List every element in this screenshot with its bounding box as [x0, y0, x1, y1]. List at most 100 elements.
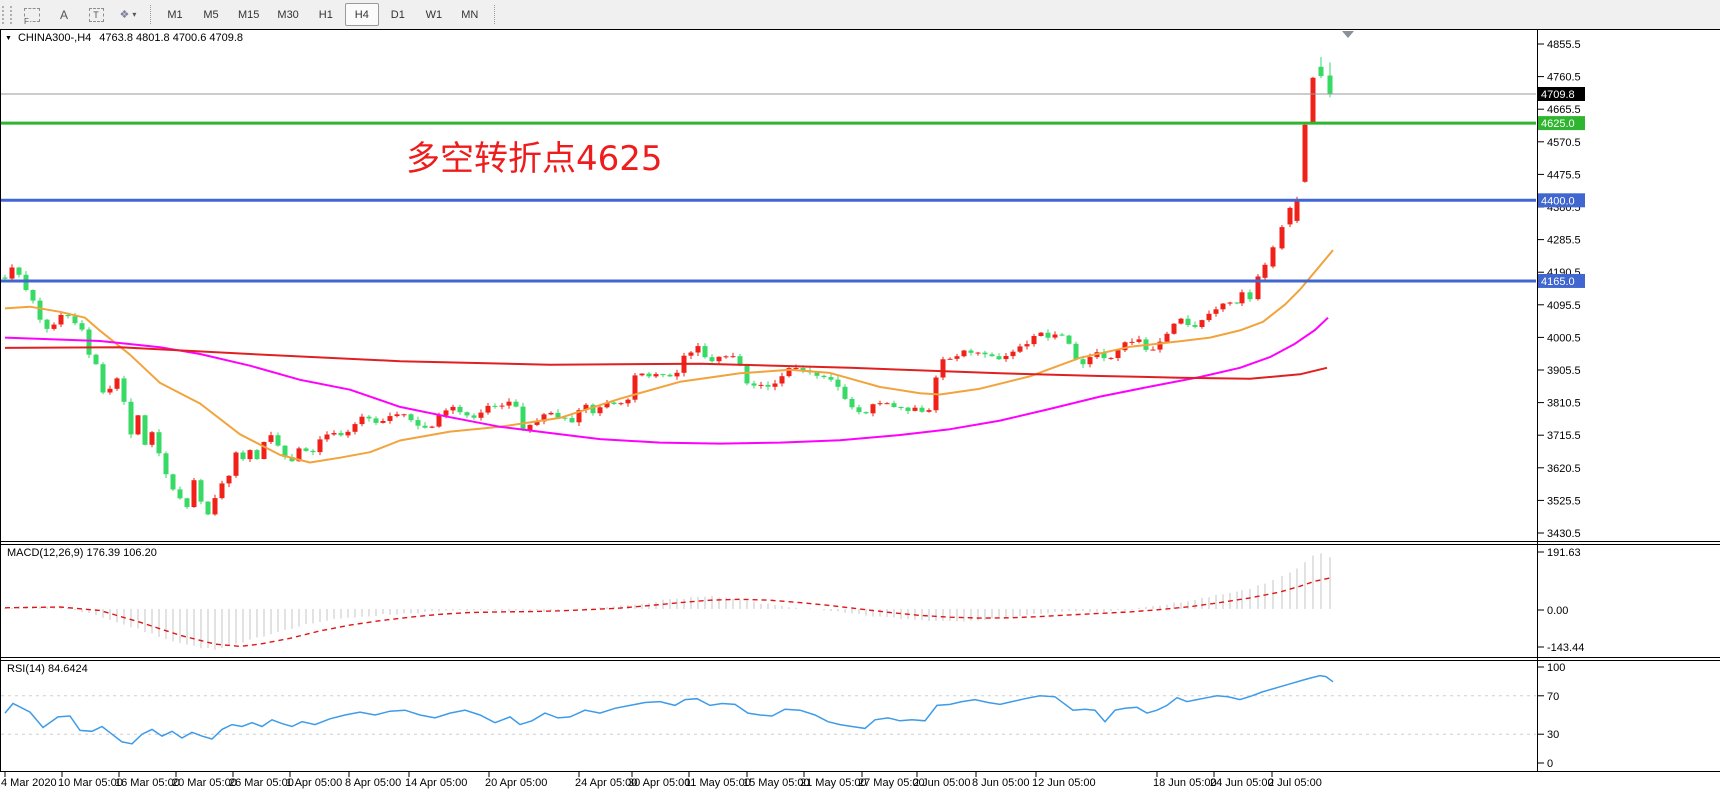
- candle-down: [310, 450, 316, 453]
- candle-up: [401, 414, 407, 416]
- price-tick-label: 3525.5: [1547, 495, 1581, 507]
- text-box-icon: T: [88, 7, 104, 22]
- time-tick-label: 26 Mar 05:00: [229, 777, 294, 789]
- candle-up: [296, 448, 302, 462]
- candle-down: [415, 420, 421, 426]
- candle-down: [800, 368, 806, 371]
- time-tick-label: 20 Apr 05:00: [485, 777, 547, 789]
- candle-up: [324, 434, 330, 440]
- price-badge-label: 4625.0: [1541, 118, 1575, 130]
- rsi-line: [4, 674, 1334, 745]
- candle-up: [478, 412, 484, 418]
- candle-up: [261, 442, 267, 459]
- candle-up: [436, 415, 442, 427]
- candle-down: [1073, 343, 1079, 360]
- timeframe-button-w1[interactable]: W1: [425, 8, 443, 21]
- time-tick-label: 27 May 05:00: [858, 777, 925, 789]
- top-toolbar: F A T ❖ ▾ M1 M5 M15 M30 H1 H4 D1 W1 MN: [0, 0, 1720, 29]
- candle-down: [128, 401, 134, 435]
- time-tick-label: 24 Apr 05:00: [575, 777, 637, 789]
- timeframe-button-m15[interactable]: M15: [238, 8, 260, 21]
- candle-down: [982, 352, 988, 355]
- candle-up: [359, 416, 365, 425]
- candle-up: [58, 315, 64, 325]
- candle-up: [1270, 247, 1276, 267]
- ma-fast-line: [4, 249, 1334, 464]
- candle-up: [380, 421, 386, 423]
- candle-down: [72, 316, 78, 324]
- candle-down: [1059, 334, 1065, 336]
- candle-down: [898, 407, 904, 408]
- candle-up: [317, 439, 323, 453]
- candle-up: [786, 368, 792, 377]
- time-tick-label: 4 Mar 2020: [1, 777, 57, 789]
- candle-down: [275, 435, 281, 446]
- timeframe-button-m1[interactable]: M1: [167, 8, 183, 21]
- time-tick-label: 12 Jun 05:00: [1032, 777, 1096, 789]
- letter-a-icon: A: [59, 7, 68, 22]
- price-badge-label: 4165.0: [1541, 276, 1575, 288]
- candle-up: [1087, 357, 1093, 365]
- candle-up: [758, 384, 764, 386]
- candle-up: [541, 414, 547, 422]
- candle-up: [695, 346, 701, 353]
- candle-up: [1199, 320, 1205, 327]
- price-badge-label: 4709.8: [1541, 89, 1575, 101]
- candle-down: [289, 457, 295, 462]
- time-tick-label: 20 Mar 05:00: [172, 777, 237, 789]
- toolbar-drag-handle[interactable]: [2, 5, 12, 24]
- foreground-chart-button[interactable]: F: [17, 3, 47, 26]
- candle-down: [1185, 318, 1191, 325]
- timeframe-button-h1[interactable]: H1: [318, 8, 333, 21]
- candle-up: [1052, 334, 1058, 338]
- candle-up: [51, 324, 57, 329]
- candle-down: [702, 346, 708, 358]
- candle-up: [233, 452, 239, 476]
- candle-up: [1213, 309, 1219, 314]
- candle-down: [513, 401, 519, 407]
- candle-up: [947, 358, 953, 360]
- candle-up: [1003, 356, 1009, 360]
- candle-down: [366, 416, 372, 419]
- time-tick-label: 18 Jun 05:00: [1153, 777, 1217, 789]
- timeframe-button-mn[interactable]: MN: [461, 8, 479, 21]
- timeframe-button-h4[interactable]: H4: [344, 3, 379, 26]
- time-tick-label: 14 Apr 05:00: [405, 777, 467, 789]
- candle-down: [37, 300, 43, 320]
- text-label-button[interactable]: A: [49, 3, 79, 26]
- candle-up: [1239, 292, 1245, 304]
- candle-up: [219, 483, 225, 499]
- candle-down: [765, 384, 771, 387]
- candle-up: [1255, 276, 1261, 300]
- candle-up: [597, 407, 603, 414]
- candle-down: [184, 498, 190, 507]
- text-box-button[interactable]: T: [81, 3, 111, 26]
- candle-down: [170, 474, 176, 490]
- candle-down: [44, 319, 50, 329]
- candle-up: [674, 372, 680, 377]
- price-tick-label: 3715.5: [1547, 430, 1581, 442]
- candle-up: [975, 352, 981, 354]
- chart-shift-marker-icon[interactable]: [1342, 31, 1354, 38]
- candle-up: [1310, 77, 1316, 123]
- candle-up: [961, 350, 967, 357]
- candle-down: [1045, 332, 1051, 338]
- candle-down: [156, 432, 162, 454]
- candle-down: [1327, 75, 1333, 94]
- candle-up: [1178, 318, 1184, 324]
- candle-down: [408, 414, 414, 421]
- candle-down: [86, 329, 92, 355]
- timeframe-button-m5[interactable]: M5: [203, 8, 219, 21]
- ma-mid-line: [4, 316, 1329, 445]
- timeframe-button-d1[interactable]: D1: [390, 8, 405, 21]
- candle-down: [2, 277, 8, 279]
- timeframe-button-m30[interactable]: M30: [277, 8, 299, 21]
- price-tick-label: 4095.5: [1547, 300, 1581, 312]
- candle-down: [1101, 352, 1107, 359]
- candle-up: [107, 388, 113, 393]
- shapes-button[interactable]: ❖ ▾: [113, 3, 143, 26]
- candle-up: [352, 424, 358, 432]
- candle-up: [653, 374, 659, 377]
